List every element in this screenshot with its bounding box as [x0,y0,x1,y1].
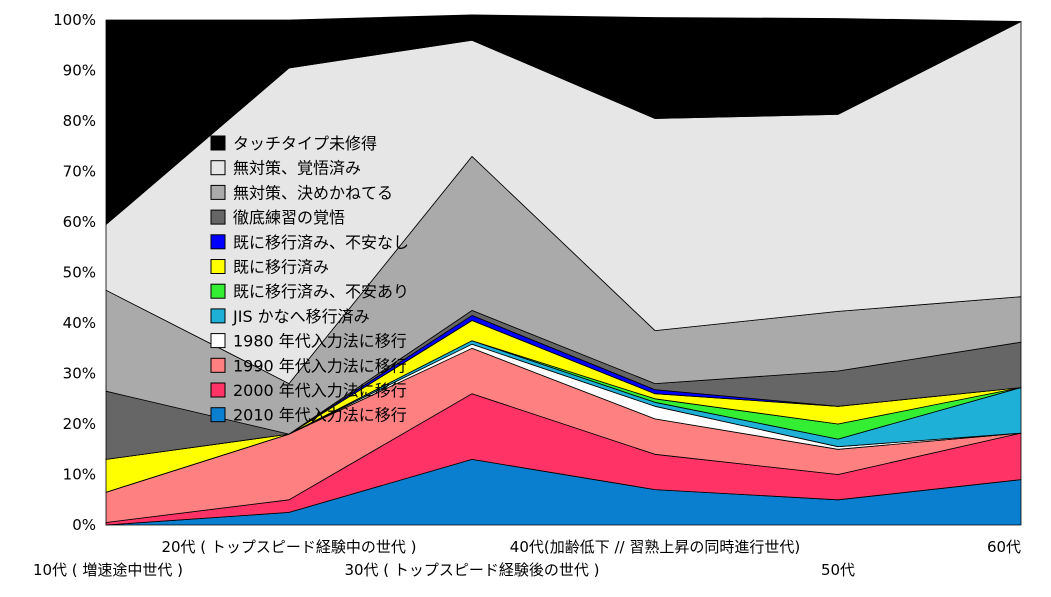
y-tick-label: 40% [63,314,96,332]
legend-swatch [210,135,226,151]
x-tick-label: 20代 ( トップスピード経験中の世代 ) [161,538,416,556]
legend-swatch [210,333,226,349]
legend-label: 徹底練習の覚悟 [233,208,345,227]
legend-label: 既に移行済み [233,258,329,277]
legend-label: 1990 年代入力法に移行 [233,356,407,375]
y-tick-label: 0% [72,516,96,534]
y-tick-label: 90% [63,62,96,80]
legend-swatch [210,308,226,324]
legend-swatch [210,259,226,274]
x-tick-label: 50代 [821,561,855,579]
legend-label: 無対策、決めかねてる [233,183,393,202]
area-series-group [105,14,1022,526]
legend-swatch [210,184,226,200]
y-tick-label: 60% [63,213,96,231]
x-tick-label: 40代(加齢低下 // 習熟上昇の同時進行世代) [510,538,800,556]
legend-swatch [210,357,226,373]
y-tick-label: 100% [53,11,96,29]
y-tick-label: 70% [63,163,96,181]
legend-label: 既に移行済み、不安なし [233,233,409,252]
legend-swatch [210,283,226,299]
legend-swatch [210,160,226,176]
legend-label: 2010 年代入力法に移行 [233,406,407,425]
y-tick-label: 80% [63,112,96,130]
x-tick-label: 10代 ( 増速途中世代 ) [33,561,183,579]
x-axis-tick-labels: 10代 ( 増速途中世代 ) 20代 ( トップスピード経験中の世代 ) 30代 (… [33,538,1021,579]
legend-swatch [210,407,226,423]
y-tick-label: 10% [63,466,96,484]
legend-label: 2000 年代入力法に移行 [233,381,407,400]
y-tick-label: 30% [63,365,96,383]
area-series-11 [105,14,1022,225]
x-tick-label: 60代 [987,538,1021,556]
legend-label: JIS かなへ移行済み [232,307,370,326]
legend-label: 1980 年代入力法に移行 [233,332,407,351]
legend-label: 既に移行済み、不安あり [233,282,409,301]
legend-swatch [210,209,226,225]
legend-swatch [210,234,226,250]
x-tick-label: 30代 ( トップスピード経験後の世代 ) [344,561,599,579]
legend: タッチタイプ未修得無対策、覚悟済み無対策、決めかねてる徹底練習の覚悟既に移行済み… [210,134,409,425]
legend-swatch [210,382,226,398]
legend-label: タッチタイプ未修得 [233,134,377,153]
y-tick-label: 50% [63,264,96,282]
y-axis-tick-labels: 0% 10% 20% 30% 40% 50% 60% 70% 80% 90% 100% [53,11,96,534]
y-tick-label: 20% [63,415,96,433]
legend-label: 無対策、覚悟済み [233,159,361,178]
